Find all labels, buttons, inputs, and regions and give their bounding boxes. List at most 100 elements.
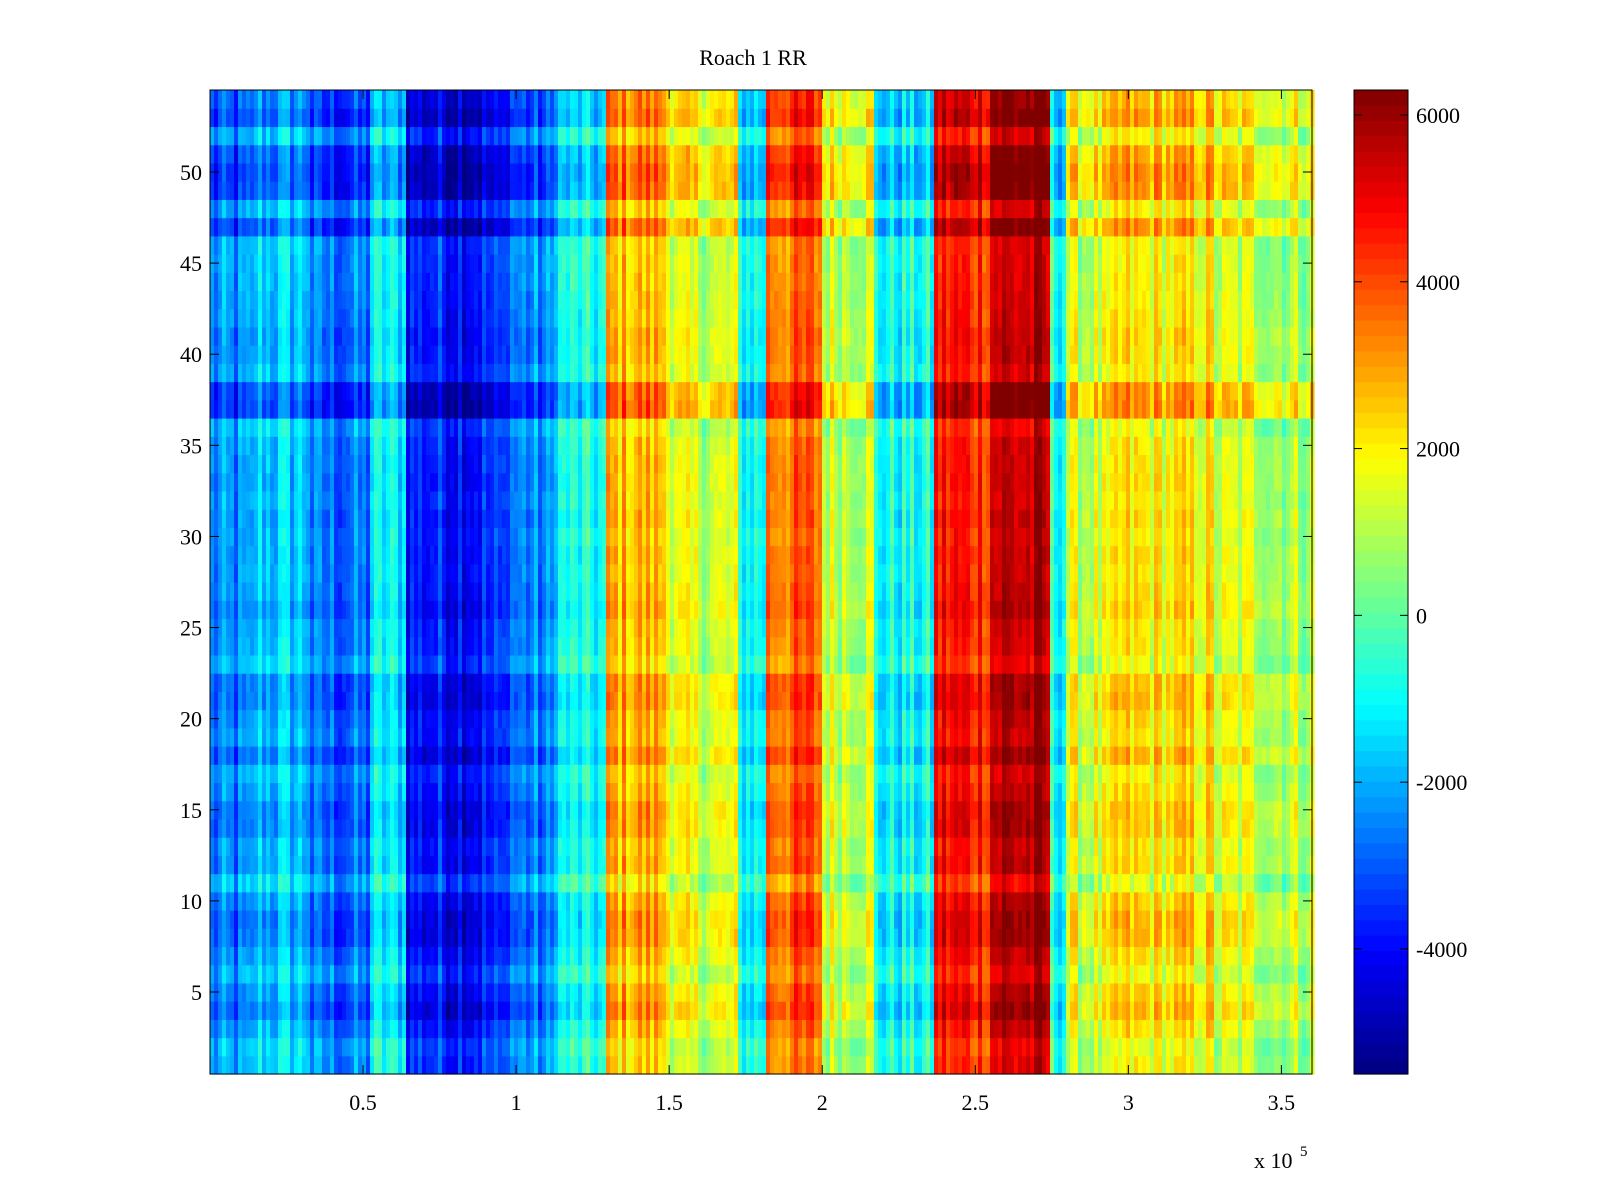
- heatmap-cell: [1166, 982, 1171, 1002]
- heatmap-cell: [546, 1055, 551, 1075]
- heatmap-cell: [450, 928, 455, 948]
- heatmap-cell: [238, 873, 243, 893]
- heatmap-cell: [826, 855, 831, 875]
- heatmap-cell: [486, 855, 491, 875]
- heatmap-cell: [786, 1055, 791, 1075]
- heatmap-cell: [574, 928, 579, 948]
- heatmap-cell: [1070, 1055, 1075, 1075]
- heatmap-cell: [1018, 782, 1023, 802]
- heatmap-cell: [446, 1019, 451, 1039]
- heatmap-cell: [262, 891, 267, 911]
- heatmap-cell: [826, 782, 831, 802]
- heatmap-cell: [862, 837, 867, 856]
- heatmap-cell: [374, 928, 379, 948]
- heatmap-cell: [1282, 1055, 1287, 1075]
- heatmap-cell: [282, 1019, 287, 1039]
- heatmap-cell: [254, 964, 259, 984]
- heatmap-cell: [258, 782, 263, 802]
- heatmap-cell: [966, 946, 971, 966]
- heatmap-cell: [802, 764, 807, 784]
- heatmap-cell: [226, 946, 231, 966]
- heatmap-cell: [922, 873, 927, 893]
- heatmap-cell: [1266, 1037, 1271, 1057]
- heatmap-cell: [506, 782, 511, 802]
- heatmap-cell: [1134, 1019, 1139, 1039]
- heatmap-cell: [878, 964, 883, 984]
- heatmap-cell: [610, 873, 615, 893]
- heatmap-cell: [894, 746, 899, 765]
- heatmap-cell: [882, 891, 887, 911]
- heatmap-cell: [1062, 1055, 1067, 1075]
- heatmap-cell: [390, 982, 395, 1002]
- heatmap-cell: [590, 1001, 595, 1020]
- heatmap-cell: [1014, 1001, 1019, 1020]
- heatmap-cell: [1090, 1001, 1095, 1020]
- heatmap-cell: [826, 1001, 831, 1020]
- heatmap-cell: [1182, 928, 1187, 948]
- heatmap-cell: [1074, 818, 1079, 838]
- heatmap-cell: [454, 800, 459, 820]
- heatmap-cell: [334, 1037, 339, 1057]
- heatmap-cell: [598, 764, 603, 784]
- heatmap-cell: [966, 982, 971, 1002]
- heatmap-cell: [534, 946, 539, 966]
- heatmap-cell: [1262, 837, 1267, 856]
- heatmap-cell: [898, 782, 903, 802]
- heatmap-cell: [754, 746, 759, 765]
- heatmap-cell: [1306, 1001, 1311, 1020]
- heatmap-cell: [518, 800, 523, 820]
- heatmap-cell: [346, 1055, 351, 1075]
- heatmap-cell: [690, 1001, 695, 1020]
- heatmap-cell: [262, 855, 267, 875]
- heatmap-cell: [1198, 928, 1203, 948]
- heatmap-cell: [1258, 891, 1263, 911]
- heatmap-cell: [214, 964, 219, 984]
- heatmap-cell: [1198, 764, 1203, 784]
- heatmap-cell: [1298, 1019, 1303, 1039]
- heatmap-cell: [298, 910, 303, 929]
- heatmap-cell: [486, 1037, 491, 1057]
- heatmap-cell: [366, 746, 371, 765]
- heatmap-cell: [342, 764, 347, 784]
- heatmap-cell: [718, 1055, 723, 1075]
- heatmap-cell: [982, 837, 987, 856]
- heatmap-cell: [366, 782, 371, 802]
- heatmap-cell: [802, 837, 807, 856]
- heatmap-cell: [402, 837, 407, 856]
- heatmap-cell: [1058, 1001, 1063, 1020]
- heatmap-cell: [1218, 855, 1223, 875]
- heatmap-cell: [1062, 964, 1067, 984]
- heatmap-cell: [362, 910, 367, 929]
- heatmap-cell: [550, 1037, 555, 1057]
- heatmap-cell: [570, 1001, 575, 1020]
- heatmap-cell: [1014, 782, 1019, 802]
- heatmap-cell: [830, 1019, 835, 1039]
- heatmap-cell: [1294, 964, 1299, 984]
- heatmap-cell: [334, 1055, 339, 1075]
- heatmap-cell: [906, 800, 911, 820]
- heatmap-cell: [970, 910, 975, 929]
- heatmap-cell: [1250, 946, 1255, 966]
- heatmap-cell: [606, 1037, 611, 1057]
- heatmap-cell: [278, 800, 283, 820]
- heatmap-cell: [1242, 1019, 1247, 1039]
- heatmap-cell: [422, 1019, 427, 1039]
- heatmap-cell: [966, 873, 971, 893]
- heatmap-cell: [1258, 855, 1263, 875]
- heatmap-cell: [922, 855, 927, 875]
- heatmap-cell: [1286, 946, 1291, 966]
- heatmap-cell: [710, 964, 715, 984]
- heatmap-cell: [506, 982, 511, 1002]
- heatmap-cell: [1218, 1037, 1223, 1057]
- heatmap-cell: [510, 928, 515, 948]
- heatmap-cell: [262, 946, 267, 966]
- heatmap-cell: [830, 782, 835, 802]
- heatmap-cell: [434, 1055, 439, 1075]
- heatmap-cell: [1170, 746, 1175, 765]
- heatmap-cell: [270, 837, 275, 856]
- heatmap-cell: [1074, 982, 1079, 1002]
- heatmap-cell: [1306, 818, 1311, 838]
- heatmap-cell: [594, 1055, 599, 1075]
- heatmap-cell: [250, 964, 255, 984]
- heatmap-cell: [954, 764, 959, 784]
